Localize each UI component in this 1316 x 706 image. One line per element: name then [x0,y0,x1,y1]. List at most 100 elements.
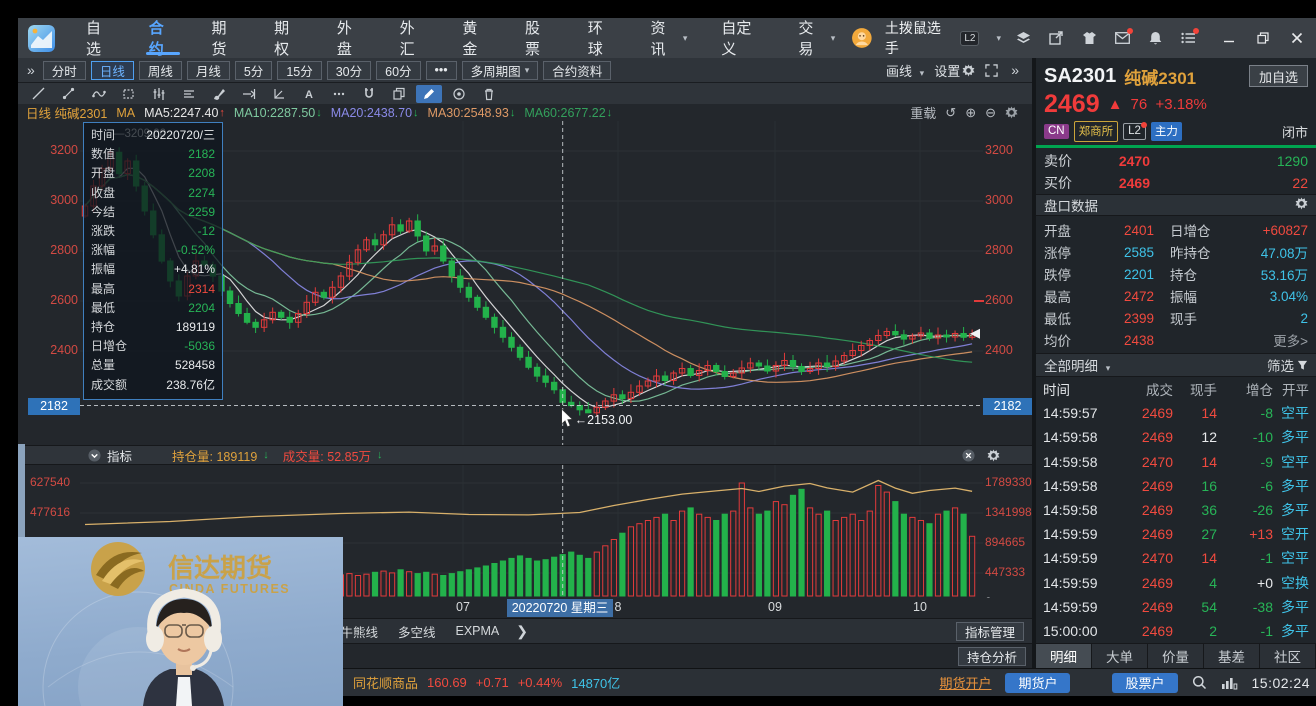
tool-level-icon[interactable] [176,85,202,103]
tool-angle-icon[interactable] [266,85,292,103]
tick-table[interactable]: 时间 成交 现手 增仓 开平 14:59:57 2469 14 -8 空平 14:59:58 246… [1036,377,1316,643]
stock-account-button[interactable]: 股票户 [1112,672,1178,693]
menu-item-自选[interactable]: 自选 [86,20,102,58]
tool-circle-icon[interactable] [446,85,472,103]
tool-rect-icon[interactable] [116,85,142,103]
indicator-manage-button[interactable]: 指标管理 [955,621,1024,641]
menu-item-合约[interactable]: 合约 [132,18,195,58]
menu-item-交易[interactable]: 交易 ▾ [798,20,836,58]
filter-button[interactable]: 筛选 [1267,355,1308,375]
pane-settings-icon[interactable] [987,448,1000,462]
collapse-icon[interactable]: » [27,62,35,78]
period-周线[interactable]: 周线 [138,60,182,80]
tick-row[interactable]: 14:59:57 2469 14 -8 空平 [1043,405,1309,422]
tick-row[interactable]: 14:59:59 2469 4 +0 空换 [1043,574,1309,591]
tool-brush-icon[interactable] [206,85,232,103]
add-watchlist-button[interactable]: 加自选 [1248,65,1308,87]
candlestick-chart[interactable]: —3209.00←2153.00 时间20220720/三数值2182开盘220… [18,121,1032,445]
more-indicators-icon[interactable]: ❯ [516,622,528,639]
reload-button[interactable]: 重载 [910,106,937,121]
settings-button[interactable]: 设置 [934,61,975,80]
username[interactable]: 土拨鼠选手 [884,20,941,56]
period-月线[interactable]: 月线 [186,60,230,80]
tool-text-icon[interactable]: A [296,85,322,103]
popout-icon[interactable] [1047,30,1065,46]
indicator-title[interactable]: 指标 [107,449,133,464]
indicator-tab-多空线[interactable]: 多空线 [397,625,436,640]
tasks-icon[interactable] [1179,28,1199,46]
search-icon[interactable] [1192,675,1207,690]
position-analysis-button[interactable]: 持仓分析 [957,646,1026,666]
close-pane-icon[interactable] [962,448,975,462]
tick-row[interactable]: 14:59:58 2469 12 -10 多平 [1043,429,1309,446]
period-分时[interactable]: 分时 [42,60,86,80]
indicator-group-label[interactable]: MA [116,105,136,120]
tool-segment-icon[interactable] [56,85,82,103]
detail-tab-价量[interactable]: 价量 [1148,644,1204,668]
zoom-in-icon[interactable]: ⊕ [965,104,977,120]
tick-row[interactable]: 14:59:58 2469 36 -26 多平 [1043,501,1309,518]
menu-item-自定义[interactable]: 自定义 [721,20,752,58]
tick-row[interactable]: 15:00:00 2469 2 -1 多平 [1043,622,1309,639]
tool-bars-icon[interactable] [146,85,172,103]
menu-item-环球[interactable]: 环球 [587,20,603,58]
open-account-link[interactable]: 期货开户 [939,676,992,691]
period-30分[interactable]: 30分 [326,60,372,80]
more-panels-icon[interactable]: » [1011,62,1019,78]
menu-item-黄金[interactable]: 黄金 [462,20,478,58]
undo-icon[interactable]: ↺ [945,104,957,120]
layers-icon[interactable] [1014,30,1032,46]
theme-icon[interactable] [1080,30,1098,46]
menu-item-期权[interactable]: 期权 [274,20,290,58]
tool-pencil-icon[interactable] [416,84,442,103]
close-button[interactable] [1288,30,1306,46]
minimize-button[interactable] [1220,30,1238,46]
network-status-icon[interactable] [1221,676,1238,690]
detail-tab-基差[interactable]: 基差 [1204,644,1260,668]
restore-button[interactable] [1254,30,1272,46]
futures-account-button[interactable]: 期货户 [1005,672,1071,693]
chart-settings-icon[interactable] [1005,106,1018,119]
detail-tab-大单[interactable]: 大单 [1092,644,1148,668]
collapse-pane-icon[interactable] [88,448,101,462]
index-name[interactable]: 同花顺商品 [353,676,419,691]
avatar[interactable] [852,27,872,49]
menu-item-外汇[interactable]: 外汇 [399,20,415,58]
menu-item-外盘[interactable]: 外盘 [336,20,352,58]
user-caret-icon[interactable]: ▾ [996,32,1001,43]
menu-item-股票[interactable]: 股票 [525,20,541,58]
menu-item-资讯[interactable]: 资讯 ▾ [650,20,688,58]
tool-curve-icon[interactable] [86,85,112,103]
period-日线[interactable]: 日线 [90,60,134,80]
app-logo-icon[interactable] [28,24,55,52]
mail-icon[interactable] [1113,28,1133,46]
tool-extend-icon[interactable] [236,85,262,103]
period-•••[interactable]: ••• [425,60,457,80]
pankou-settings-icon[interactable] [1295,197,1308,210]
tick-row[interactable]: 14:59:58 2470 14 -9 空平 [1043,453,1309,470]
period-合约资料[interactable]: 合约资料 [543,60,612,80]
period-5分[interactable]: 5分 [234,60,273,80]
tool-magnet-icon[interactable] [356,85,382,103]
period-60分[interactable]: 60分 [376,60,421,80]
draw-line-button[interactable]: 画线 ▾ [886,63,925,79]
tool-more-icon[interactable] [326,85,352,103]
tool-line-icon[interactable] [26,85,52,103]
menu-item-期货[interactable]: 期货 [211,20,227,58]
fullscreen-icon[interactable] [985,63,998,77]
tool-trash-icon[interactable] [476,85,502,103]
detail-tab-明细[interactable]: 明细 [1036,644,1092,668]
period-多周期图[interactable]: 多周期图 ▾ [461,60,539,80]
indicator-tab-牛熊线[interactable]: 牛熊线 [340,625,378,640]
tool-copy-icon[interactable] [386,85,412,103]
bell-icon[interactable] [1146,30,1164,46]
indicator-tab-EXPMA[interactable]: EXPMA [455,624,500,638]
tick-row[interactable]: 14:59:58 2469 16 -6 多平 [1043,477,1309,494]
detail-mode-select[interactable]: 全部明细 ▾ [1044,359,1111,374]
detail-tab-社区[interactable]: 社区 [1260,644,1316,668]
tick-row[interactable]: 14:59:59 2469 54 -38 多平 [1043,598,1309,615]
tick-row[interactable]: 14:59:59 2469 27 +13 空开 [1043,526,1309,543]
zoom-out-icon[interactable]: ⊖ [985,104,996,120]
tick-row[interactable]: 14:59:59 2470 14 -1 空平 [1043,550,1309,567]
period-15分[interactable]: 15分 [277,60,322,80]
